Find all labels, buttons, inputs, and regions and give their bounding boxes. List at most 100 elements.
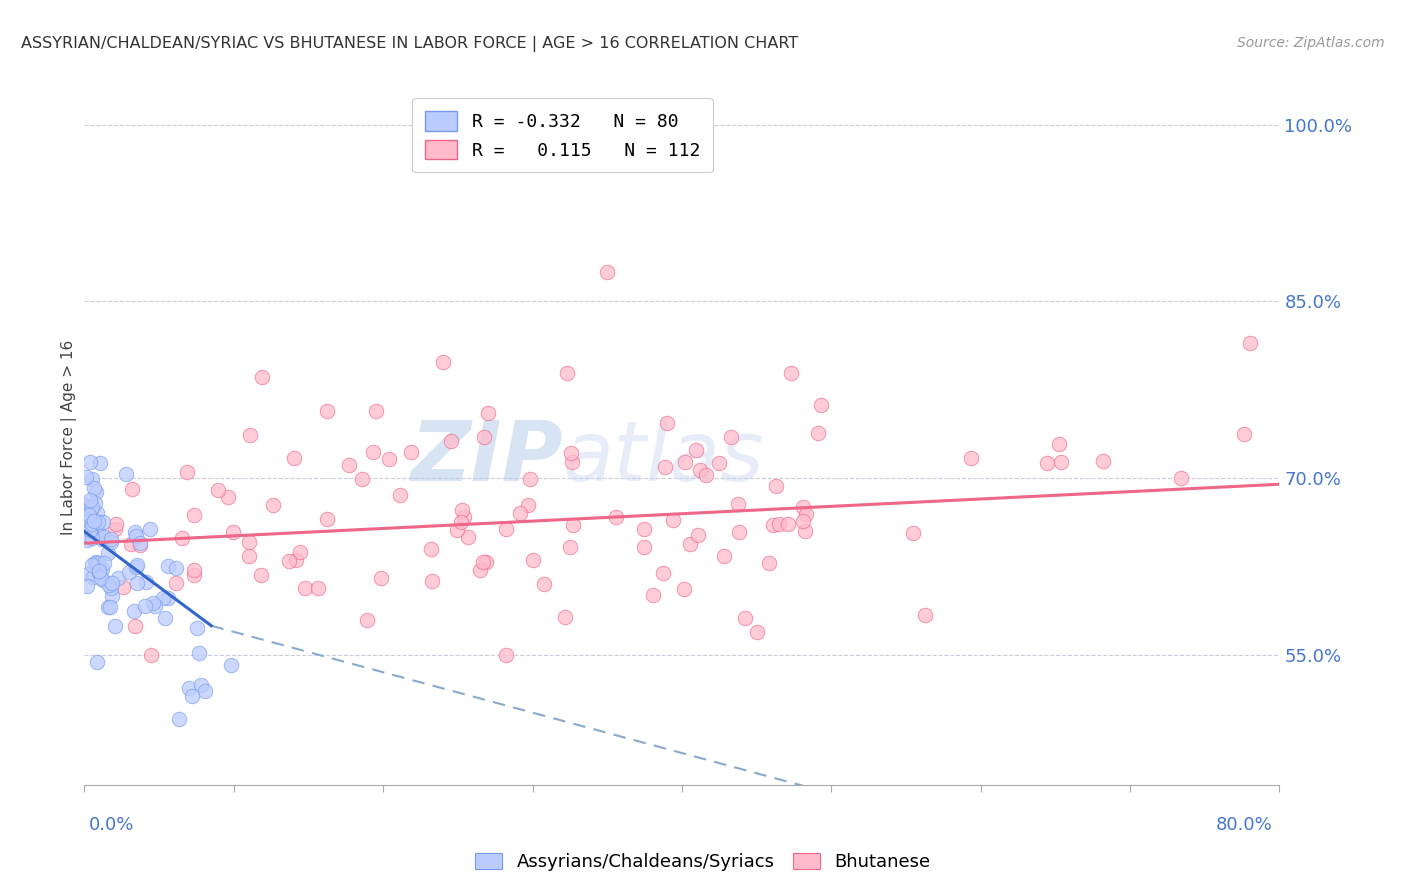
Point <box>807 425 830 440</box>
Point <box>79 523 101 537</box>
Point <box>352 472 374 486</box>
Point <box>533 577 555 591</box>
Point <box>128 535 150 549</box>
Legend: Assyrians/Chaldeans/Syriacs, Bhutanese: Assyrians/Chaldeans/Syriacs, Bhutanese <box>468 846 938 879</box>
Point <box>633 540 655 554</box>
Point <box>1239 335 1261 350</box>
Point <box>83 515 105 529</box>
Point <box>713 549 735 564</box>
Point <box>84 555 107 569</box>
Point <box>707 456 730 470</box>
Point <box>80 512 103 526</box>
Point <box>745 624 768 639</box>
Point <box>901 526 924 541</box>
Point <box>472 555 495 569</box>
Point <box>654 460 676 475</box>
Point <box>101 589 124 603</box>
Point <box>495 522 517 536</box>
Point <box>98 599 121 614</box>
Point <box>1091 453 1114 467</box>
Point <box>128 538 150 552</box>
Point <box>84 496 107 510</box>
Point <box>152 591 174 605</box>
Point <box>477 407 499 421</box>
Point <box>727 497 749 511</box>
Point <box>80 524 103 538</box>
Point <box>720 430 742 444</box>
Point <box>77 567 100 582</box>
Point <box>87 524 110 539</box>
Point <box>100 581 122 595</box>
Point <box>792 515 814 529</box>
Point <box>457 530 479 544</box>
Point <box>776 516 799 531</box>
Point <box>91 515 114 529</box>
Point <box>432 355 454 369</box>
Point <box>446 523 468 537</box>
Point <box>252 369 274 384</box>
Point <box>97 599 120 614</box>
Point <box>142 596 165 610</box>
Point <box>86 506 108 520</box>
Point <box>165 576 187 591</box>
Point <box>125 576 148 591</box>
Point <box>378 452 401 467</box>
Point <box>125 558 148 573</box>
Point <box>762 518 785 533</box>
Legend: R = -0.332   N = 80, R =   0.115   N = 112: R = -0.332 N = 80, R = 0.115 N = 112 <box>412 98 713 172</box>
Point <box>79 508 101 522</box>
Point <box>80 517 103 532</box>
Point <box>960 451 983 466</box>
Point <box>662 514 685 528</box>
Point <box>176 465 198 479</box>
Point <box>93 530 115 544</box>
Point <box>134 599 156 614</box>
Point <box>453 510 475 524</box>
Point <box>517 498 540 512</box>
Point <box>422 574 444 588</box>
Point <box>472 430 495 444</box>
Point <box>183 568 205 582</box>
Point <box>82 570 104 584</box>
Point <box>80 558 103 573</box>
Point <box>180 690 202 704</box>
Point <box>101 576 124 591</box>
Point <box>794 524 817 538</box>
Point <box>186 621 208 635</box>
Point <box>143 599 166 613</box>
Point <box>596 265 619 279</box>
Point <box>519 472 541 486</box>
Point <box>183 563 205 577</box>
Point <box>238 549 260 564</box>
Point <box>207 483 229 498</box>
Point <box>633 522 655 536</box>
Point <box>124 529 146 543</box>
Point <box>75 470 97 484</box>
Point <box>183 508 205 523</box>
Point <box>177 681 200 695</box>
Point <box>734 611 756 625</box>
Point <box>124 525 146 540</box>
Point <box>370 571 392 585</box>
Point <box>120 537 142 551</box>
Point <box>87 556 110 570</box>
Point <box>695 468 717 483</box>
Text: ASSYRIAN/CHALDEAN/SYRIAC VS BHUTANESE IN LABOR FORCE | AGE > 16 CORRELATION CHAR: ASSYRIAN/CHALDEAN/SYRIAC VS BHUTANESE IN… <box>21 36 799 52</box>
Point <box>117 566 139 580</box>
Point <box>605 510 627 524</box>
Point <box>1036 456 1059 470</box>
Point <box>79 513 101 527</box>
Point <box>104 517 127 532</box>
Point <box>560 446 582 460</box>
Point <box>450 515 472 529</box>
Point <box>97 545 120 559</box>
Point <box>765 479 787 493</box>
Point <box>93 557 115 571</box>
Point <box>278 554 301 568</box>
Point <box>655 416 678 430</box>
Point <box>80 473 103 487</box>
Point <box>288 545 311 559</box>
Point <box>124 604 146 618</box>
Point <box>121 483 143 497</box>
Point <box>91 562 114 576</box>
